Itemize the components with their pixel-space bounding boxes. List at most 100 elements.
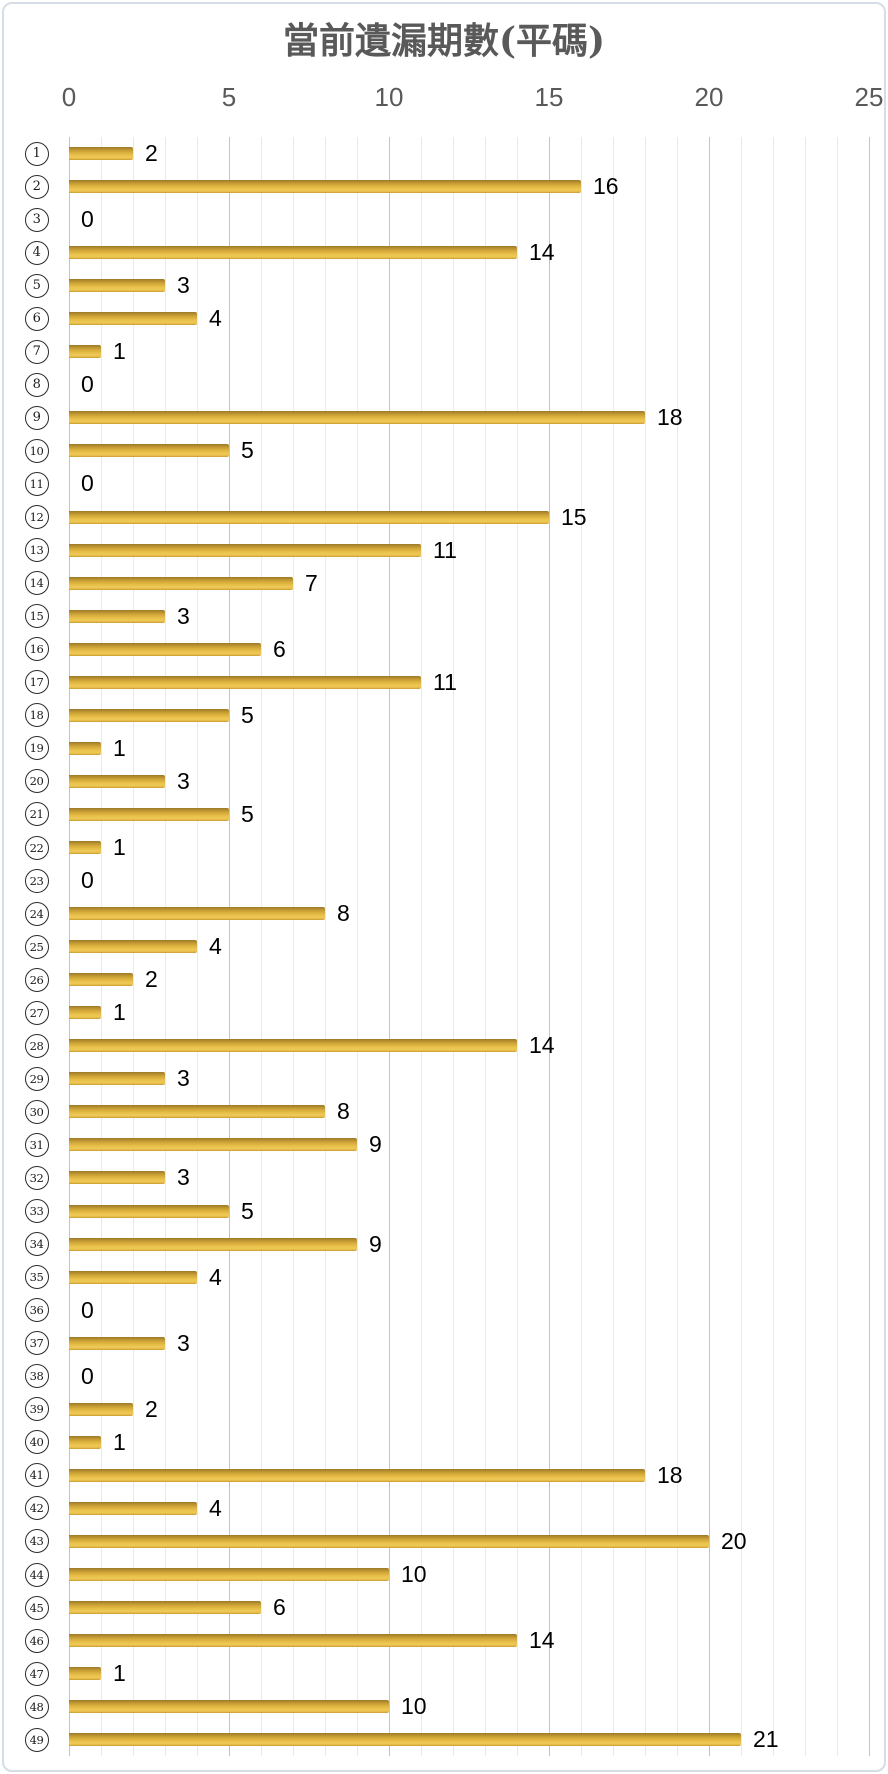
bar [69, 973, 133, 987]
value-label: 21 [753, 1726, 779, 1753]
chart-row: 43 20 [4, 1525, 884, 1558]
bar [69, 180, 581, 194]
chart-row: 11 0 [4, 467, 884, 500]
value-label: 18 [657, 404, 683, 431]
bar [69, 411, 645, 425]
bar-area: 18 [69, 1459, 884, 1492]
category-cell: 33 [4, 1199, 69, 1224]
minor-gridline [645, 137, 646, 1756]
bar-area: 18 [69, 401, 884, 434]
bar-area: 3 [69, 600, 884, 633]
minor-gridline [421, 137, 422, 1756]
bar-area: 16 [69, 170, 884, 203]
chart-row: 23 0 [4, 864, 884, 897]
chart-row: 39 2 [4, 1393, 884, 1426]
bar-area: 0 [69, 368, 884, 401]
bar [69, 642, 261, 656]
chart-row: 38 0 [4, 1360, 884, 1393]
circled-number-label: 30 [24, 1099, 49, 1124]
category-cell: 20 [4, 769, 69, 794]
value-label: 14 [529, 239, 555, 266]
bar-area: 9 [69, 1128, 884, 1161]
minor-gridline [805, 137, 806, 1756]
circled-number-label: 19 [24, 736, 49, 761]
category-cell: 39 [4, 1397, 69, 1422]
circled-number-label: 5 [24, 273, 49, 298]
category-cell: 16 [4, 637, 69, 662]
category-cell: 2 [4, 174, 69, 199]
circled-number-label: 15 [24, 604, 49, 629]
category-cell: 17 [4, 670, 69, 695]
bar [69, 510, 549, 524]
category-cell: 6 [4, 306, 69, 331]
category-cell: 4 [4, 240, 69, 265]
circled-number-label: 46 [24, 1628, 49, 1653]
chart-row: 42 4 [4, 1492, 884, 1525]
bar [69, 1336, 165, 1350]
value-label: 20 [721, 1527, 747, 1554]
plot-area: 1 2 2 16 3 0 4 14 5 3 6 4 7 1 8 0 9 18 10 5 11 0 12 15 13 11 14 7 15… [4, 137, 884, 1756]
minor-gridline [741, 137, 742, 1756]
value-label: 2 [145, 140, 158, 167]
chart-row: 14 7 [4, 567, 884, 600]
bar-area: 0 [69, 864, 884, 897]
bar [69, 741, 101, 755]
category-cell: 32 [4, 1165, 69, 1190]
value-label: 5 [241, 800, 254, 827]
chart-row: 26 2 [4, 963, 884, 996]
value-label: 1 [113, 338, 126, 365]
bar [69, 147, 133, 161]
category-cell: 9 [4, 405, 69, 430]
circled-number-label: 31 [24, 1132, 49, 1157]
x-tick-label: 10 [374, 82, 404, 112]
chart-row: 31 9 [4, 1128, 884, 1161]
bar [69, 1634, 517, 1648]
bar [69, 1204, 229, 1218]
circled-number-label: 26 [24, 967, 49, 992]
bar-area: 1 [69, 335, 884, 368]
bar-area: 4 [69, 930, 884, 963]
x-tick-label: 5 [221, 82, 237, 112]
bar [69, 1700, 389, 1714]
circled-number-label: 25 [24, 934, 49, 959]
bar [69, 675, 421, 689]
value-label: 3 [177, 1065, 190, 1092]
bar [69, 1468, 645, 1482]
circled-number-label: 1 [24, 141, 49, 166]
bar [69, 907, 325, 921]
category-cell: 19 [4, 736, 69, 761]
bar-area: 5 [69, 1195, 884, 1228]
chart-row: 27 1 [4, 996, 884, 1029]
bar-area: 3 [69, 1161, 884, 1194]
bar-area: 0 [69, 203, 884, 236]
value-label: 1 [113, 1428, 126, 1455]
category-cell: 48 [4, 1694, 69, 1719]
bar [69, 1435, 101, 1449]
bar [69, 609, 165, 623]
bar [69, 1039, 517, 1053]
bar-area: 21 [69, 1723, 884, 1756]
value-label: 0 [81, 470, 94, 497]
minor-gridline [485, 137, 486, 1756]
major-gridline [229, 137, 230, 1756]
circled-number-label: 20 [24, 769, 49, 794]
bar [69, 543, 421, 557]
bar-area: 11 [69, 666, 884, 699]
bar [69, 940, 197, 954]
bar-area: 8 [69, 897, 884, 930]
bar-area: 20 [69, 1525, 884, 1558]
value-label: 3 [177, 767, 190, 794]
chart-row: 13 11 [4, 534, 884, 567]
value-label: 0 [81, 206, 94, 233]
value-label: 2 [145, 966, 158, 993]
minor-gridline [453, 137, 454, 1756]
x-tick-label: 0 [61, 82, 77, 112]
bar-area: 9 [69, 1228, 884, 1261]
bar [69, 1072, 165, 1086]
category-cell: 24 [4, 901, 69, 926]
major-gridline [389, 137, 390, 1756]
value-label: 8 [337, 900, 350, 927]
chart-row: 40 1 [4, 1426, 884, 1459]
value-label: 10 [401, 1693, 427, 1720]
